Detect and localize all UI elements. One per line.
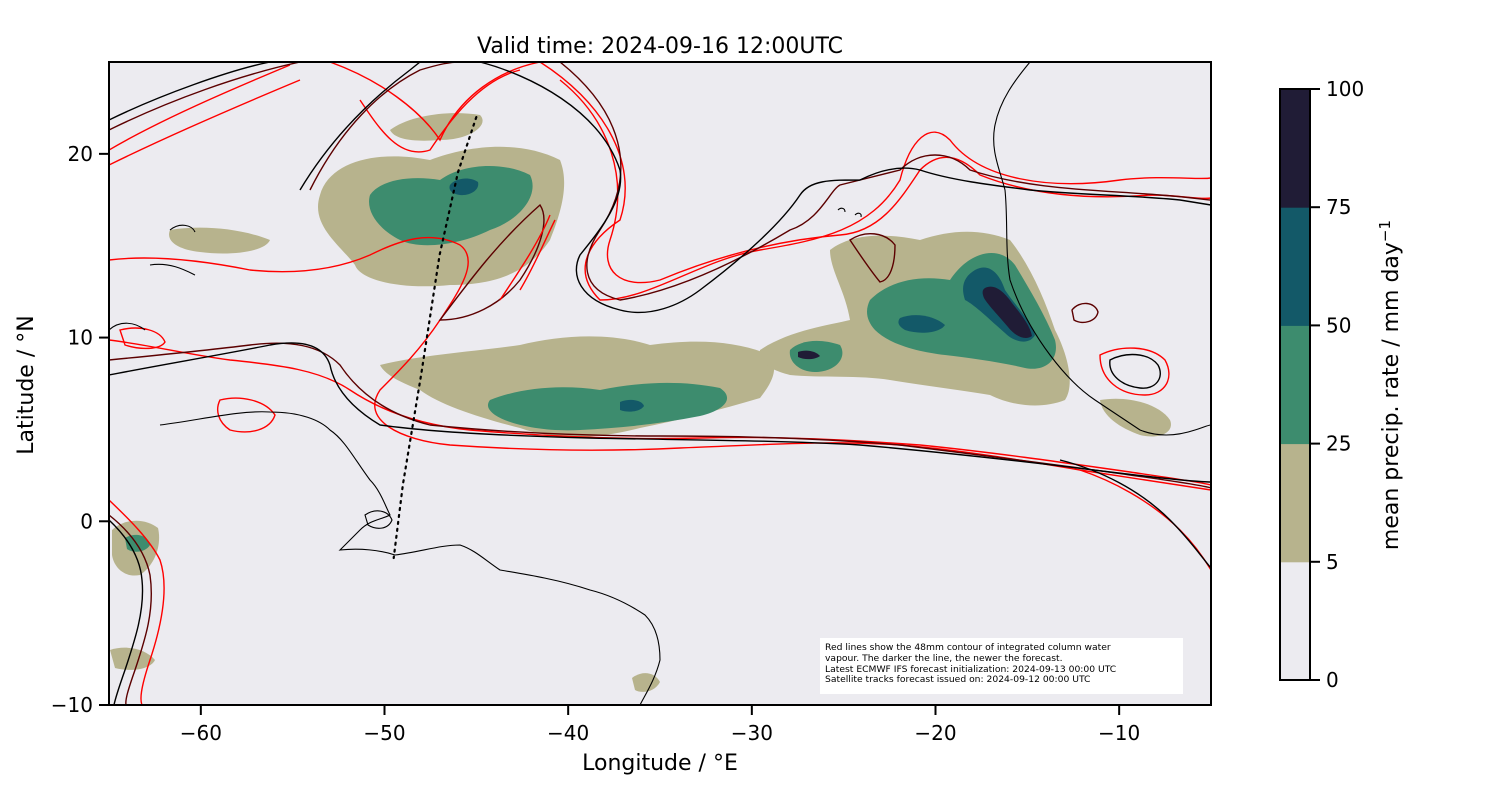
precip-core-central: [487, 382, 728, 431]
precip-area-caribbean: [169, 227, 270, 254]
precip-peak-northwest: [449, 178, 479, 196]
colorbar-segment: [1280, 207, 1310, 326]
precip-heavy-east-west: [898, 315, 945, 333]
colorbar-segment: [1280, 561, 1310, 681]
y-axis-ticks: 20 10 0 −10: [51, 142, 109, 717]
precip-peak-east-small: [798, 350, 820, 360]
y-tick-label: −10: [51, 693, 93, 717]
y-tick-label: 0: [80, 509, 93, 533]
note-line: Red lines show the 48mm contour of integ…: [825, 642, 1111, 653]
plot-frame: [108, 61, 1212, 706]
coastline-south-america: [159, 411, 661, 705]
contour-filament-1: [438, 203, 545, 321]
contour-mid-outer: [109, 237, 1211, 491]
contour-south-dark: [109, 514, 153, 705]
contour-east-loop: [1099, 347, 1170, 396]
plot-area: [109, 62, 1211, 705]
map-title: Valid time: 2024-09-16 12:00UTC: [477, 34, 843, 59]
precip-peak-central: [620, 399, 644, 412]
colorbar-tick-label: 50: [1326, 313, 1351, 337]
contour-north-outer: [109, 62, 1211, 301]
colorbar: 0 5 25 50 75 100: [1280, 77, 1364, 692]
coastlines: [109, 62, 1211, 705]
x-axis-ticks: −60 −50 −40 −30 −20 −10: [180, 705, 1140, 745]
colorbar-tick-label: 100: [1326, 77, 1364, 101]
contour-filament-2: [499, 214, 556, 301]
precip-peak-east: [982, 286, 1032, 338]
contour-south-black: [109, 519, 144, 705]
precip-area-northwest-top: [390, 113, 483, 141]
colorbar-segment: [1280, 325, 1310, 445]
note-line: Latest ECMWF IFS forecast initialization…: [825, 663, 1117, 675]
satellite-track-line: [392, 115, 478, 560]
contour-north-black: [109, 62, 1211, 314]
contour-mid-black: [109, 342, 1211, 483]
contour-east-loop-black: [1109, 353, 1161, 389]
x-axis-label: Longitude / °E: [582, 751, 738, 776]
colorbar-segment: [1280, 443, 1310, 563]
colorbar-label: mean precip. rate / mm day−1: [1376, 220, 1404, 550]
precip-core-east: [867, 253, 1056, 369]
coastline-amazon-delta: [364, 510, 393, 529]
x-tick-label: −30: [731, 721, 773, 745]
x-tick-label: −20: [914, 721, 956, 745]
x-tick-label: −50: [363, 721, 405, 745]
note-line: Satellite tracks forecast issued on: 202…: [825, 674, 1091, 686]
coastline-cape-verde: [837, 207, 862, 218]
forecast-note-box: Red lines show the 48mm contour of integ…: [820, 638, 1183, 694]
note-line: vapour. The darker the line, the newer t…: [825, 652, 1063, 664]
precip-area-southwest-low: [110, 647, 155, 670]
x-tick-label: −60: [180, 721, 222, 745]
contour-loop-central-east: [849, 233, 896, 283]
colorbar-frame: [1279, 88, 1311, 681]
colorbar-tick-label: 75: [1326, 195, 1351, 219]
precip-area-south: [632, 673, 660, 692]
y-tick-label: 20: [68, 142, 93, 166]
colorbar-tick-label: 0: [1326, 668, 1339, 692]
y-tick-label: 10: [68, 326, 93, 350]
contour-north-inner: [109, 69, 1211, 284]
y-axis-label: Latitude / °N: [14, 315, 39, 454]
contour-east-south-black: [1059, 459, 1211, 569]
coastline-africa: [993, 62, 1211, 436]
coastline-caribbean: [109, 224, 196, 331]
x-tick-label: −10: [1098, 721, 1140, 745]
contour-west-loop: [119, 327, 166, 350]
precipitation-fields: [110, 113, 1171, 692]
contour-south-outer: [109, 499, 165, 705]
colorbar-tick-label: 5: [1326, 550, 1339, 574]
water-vapour-contours: [109, 62, 1211, 705]
precip-area-east-south: [1100, 398, 1171, 437]
x-tick-label: −40: [547, 721, 589, 745]
colorbar-segment: [1280, 89, 1310, 208]
contour-east-small: [1071, 302, 1099, 324]
colorbar-tick-label: 25: [1326, 432, 1351, 456]
